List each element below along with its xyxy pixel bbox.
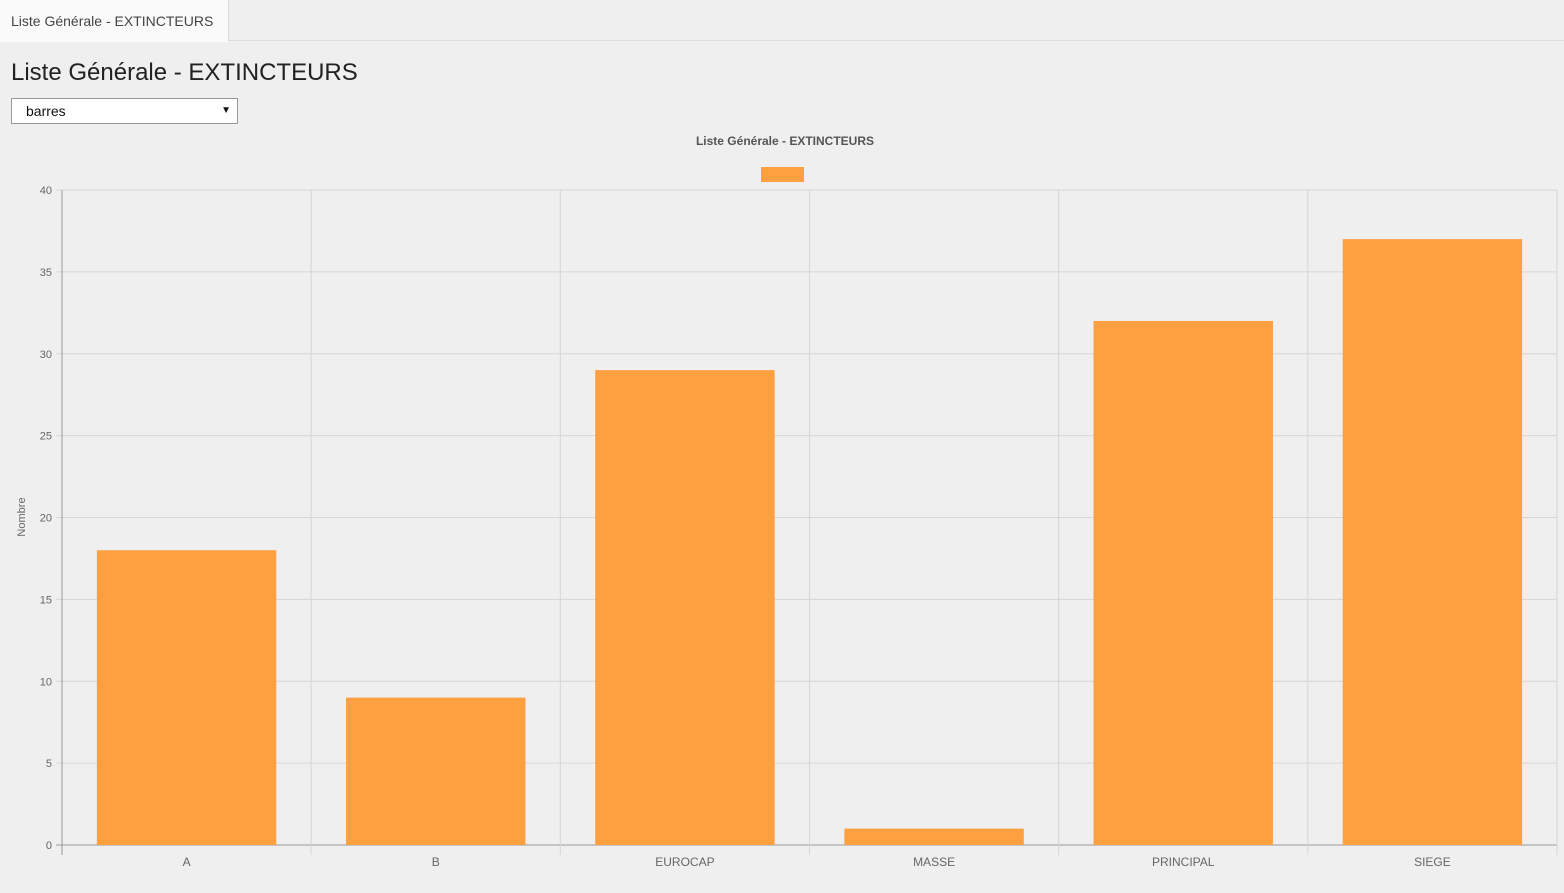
tab-bar: Liste Générale - EXTINCTEURS: [0, 0, 1564, 42]
chart-title: Liste Générale - EXTINCTEURS: [696, 134, 874, 148]
x-tick-label: SIEGE: [1414, 855, 1451, 869]
x-tick-label: B: [432, 855, 440, 869]
bar-chart: Liste Générale - EXTINCTEURS Nombre 0 5 10…: [16, 134, 1558, 869]
chart-type-select[interactable]: barres ▼: [11, 98, 238, 124]
bar-eurocap[interactable]: [595, 370, 775, 845]
x-tick-label: PRINCIPAL: [1152, 855, 1215, 869]
y-axis-label: Nombre: [16, 497, 28, 536]
y-tick-label: 25: [40, 431, 52, 443]
y-tick-label: 30: [40, 349, 52, 361]
legend-swatch[interactable]: [761, 167, 804, 182]
x-tick-label: EUROCAP: [655, 855, 714, 869]
y-tick-label: 5: [46, 758, 52, 770]
y-tick-label: 10: [40, 676, 52, 688]
tab-liste-generale[interactable]: Liste Générale - EXTINCTEURS: [0, 0, 229, 42]
chart-type-select-value: barres: [26, 103, 66, 119]
y-tick-label: 15: [40, 594, 52, 606]
grid: [56, 189, 1558, 855]
bar-siege[interactable]: [1342, 239, 1523, 845]
chevron-down-icon: ▼: [221, 105, 231, 116]
page-title: Liste Générale - EXTINCTEURS: [11, 59, 358, 86]
x-tick-label: A: [183, 855, 191, 869]
bars: [96, 239, 1523, 845]
ticks: 0 5 10 15 20 25 30 35 40 A B EUROCAP MASSE PRINCIPAL S…: [40, 185, 1451, 869]
x-tick-label: MASSE: [913, 855, 955, 869]
y-tick-label: 0: [46, 840, 52, 852]
bar-b[interactable]: [346, 697, 526, 845]
bar-masse[interactable]: [844, 828, 1024, 845]
bar-principal[interactable]: [1093, 321, 1273, 845]
bar-a[interactable]: [96, 550, 277, 845]
y-tick-label: 40: [40, 185, 52, 197]
y-tick-label: 35: [40, 267, 52, 279]
y-tick-label: 20: [40, 513, 52, 525]
